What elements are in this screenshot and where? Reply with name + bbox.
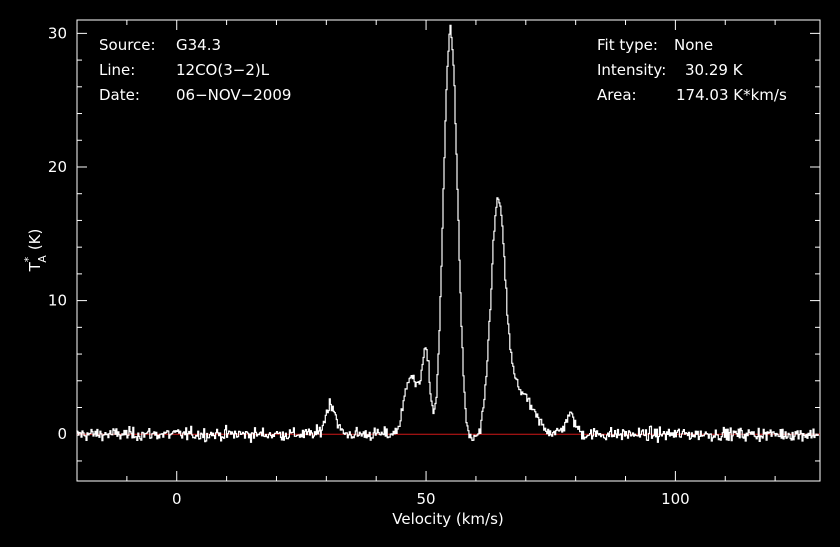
x-axis-label: Velocity (km/s)	[392, 510, 503, 528]
y-axis-label-unit: (K)	[26, 229, 44, 251]
fit-type-value: None	[674, 36, 713, 54]
area-key: Area:	[597, 86, 637, 104]
y-tick-label: 30	[48, 24, 67, 42]
source-value: G34.3	[176, 36, 221, 54]
svg-text:T*A(K): T*A (K)	[22, 229, 49, 273]
date-key: Date:	[99, 86, 140, 104]
plot-frame	[76, 19, 821, 482]
date-value: 06−NOV−2009	[176, 86, 291, 104]
spectrum-line	[76, 24, 819, 443]
info-right: Fit type: None Intensity: 30.29 K Area: …	[597, 36, 787, 104]
y-tick-label: 0	[57, 425, 67, 443]
y-axis-label-sup: *	[22, 256, 35, 262]
intensity-value: 30.29 K	[685, 61, 744, 79]
x-tick-label: 50	[417, 490, 436, 508]
line-key: Line:	[99, 61, 135, 79]
x-tick-label: 100	[661, 490, 690, 508]
x-tick-label: 0	[172, 490, 182, 508]
line-value: 12CO(3−2)L	[176, 61, 270, 79]
intensity-key: Intensity:	[597, 61, 666, 79]
y-axis-label: T*A (K)	[22, 229, 49, 273]
y-axis-label-main: T	[26, 261, 44, 272]
y-tick-label: 20	[48, 158, 67, 176]
fit-type-key: Fit type:	[597, 36, 658, 54]
y-tick-label: 10	[48, 292, 67, 310]
area-value: 174.03 K*km/s	[676, 86, 787, 104]
info-left: Source: G34.3 Line: 12CO(3−2)L Date: 06−…	[99, 36, 291, 104]
y-axis-ticks: 0 10 20 30	[48, 24, 820, 462]
x-axis-ticks: 0 50 100	[126, 20, 776, 508]
source-key: Source:	[99, 36, 156, 54]
y-axis-label-sub: A	[36, 255, 49, 263]
